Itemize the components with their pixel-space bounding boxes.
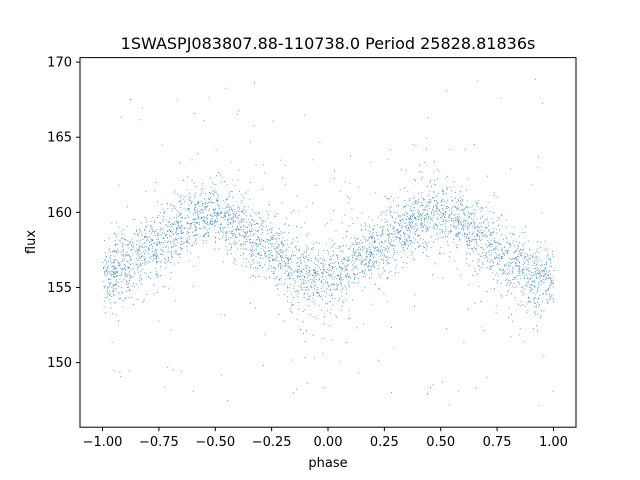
y-tick-label: 150 [47, 356, 72, 371]
x-tick-label: 0.25 [370, 435, 399, 450]
x-tick-label: 1.00 [539, 435, 568, 450]
x-tick-label: −0.50 [195, 435, 235, 450]
chart-title: 1SWASPJ083807.88-110738.0 Period 25828.8… [121, 34, 536, 53]
x-tick-label: 0.75 [483, 435, 512, 450]
x-tick-label: −1.00 [83, 435, 123, 450]
x-tick-label: −0.75 [139, 435, 179, 450]
scatter-points [102, 78, 555, 406]
x-axis: −1.00 −0.75 −0.50 −0.25 0.00 0.25 0.50 0.75 1.00 [83, 427, 568, 450]
y-tick-label: 165 [47, 131, 72, 146]
y-tick-label: 155 [47, 281, 72, 296]
x-tick-label: 0.50 [426, 435, 455, 450]
data-points [102, 78, 555, 406]
x-tick-label: 0.00 [314, 435, 343, 450]
x-tick-label: −0.25 [252, 435, 292, 450]
y-tick-label: 160 [47, 206, 72, 221]
y-axis-label: flux [24, 230, 39, 254]
x-axis-label: phase [308, 456, 347, 471]
y-tick-label: 170 [47, 56, 72, 71]
y-axis: 150 155 160 165 170 [47, 56, 80, 371]
